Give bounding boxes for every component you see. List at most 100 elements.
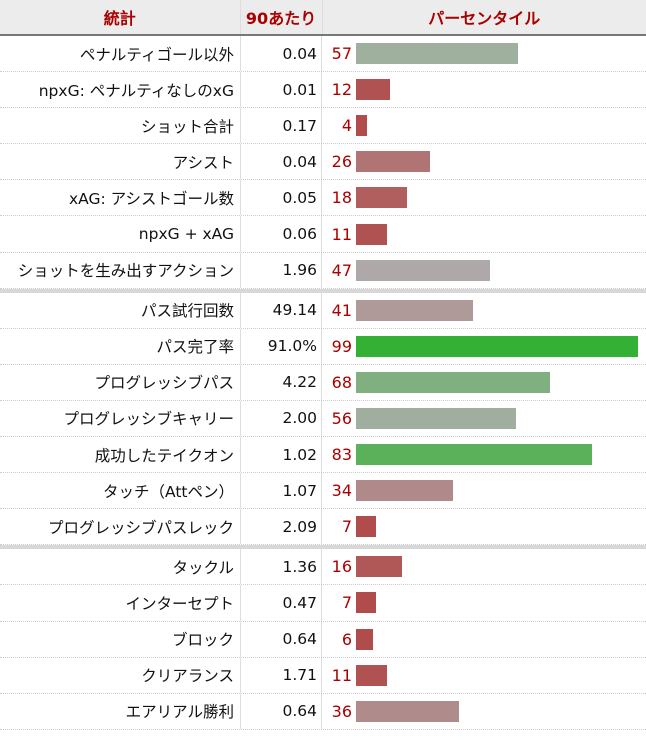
table-row: タックル 1.36 16 (0, 549, 646, 586)
stat-name: ショット合計 (140, 117, 234, 136)
percentile-value: 6 (341, 629, 352, 649)
header-percentile[interactable]: パーセンタイル (321, 0, 646, 34)
percentile-cell: 6 (321, 621, 645, 657)
per90-value: 2.00 (240, 400, 321, 437)
percentile-cell: 12 (321, 72, 645, 108)
percentile-value: 99 (331, 336, 352, 356)
table-row: ショット合計 0.17 4 (0, 108, 646, 145)
percentile-cell: 26 (321, 144, 645, 180)
table-row: プログレッシブパスレック 2.09 7 (0, 509, 646, 546)
percentile-value: 7 (341, 517, 352, 537)
table-row: アシスト 0.04 26 (0, 144, 646, 181)
table-row: パス試行回数 49.14 41 (0, 292, 646, 329)
percentile-cell: 11 (321, 216, 645, 252)
table-row: npxG + xAG 0.06 11 (0, 216, 646, 253)
percentile-cell: 41 (321, 292, 645, 328)
table-row: クリアランス 1.71 11 (0, 657, 646, 694)
percentile-cell: 99 (321, 328, 645, 364)
per90-value: 4.22 (240, 364, 321, 400)
percentile-value: 34 (331, 481, 352, 501)
per90-value: 49.14 (240, 292, 321, 328)
table-row: 成功したテイクオン 1.02 83 (0, 437, 646, 474)
per90-value: 1.71 (240, 657, 321, 693)
percentile-bar (356, 335, 638, 357)
stat-name: パス試行回数 (140, 302, 234, 321)
percentile-cell: 47 (321, 252, 645, 288)
percentile-bar (356, 700, 459, 722)
percentile-value: 7 (341, 593, 352, 613)
per90-value: 0.06 (240, 216, 321, 252)
table-row: タッチ（Attペン） 1.07 34 (0, 473, 646, 510)
percentile-cell: 57 (321, 36, 645, 72)
percentile-bar (356, 79, 391, 101)
per90-value: 0.01 (240, 72, 321, 108)
percentile-value: 68 (331, 372, 352, 392)
percentile-value: 26 (331, 152, 352, 172)
stat-name: ブロック (171, 631, 234, 650)
table-row: xAG: アシストゴール数 0.05 18 (0, 180, 646, 217)
per90-value: 0.04 (240, 36, 321, 72)
per90-value: 1.07 (240, 473, 321, 509)
percentile-cell: 16 (321, 549, 645, 585)
stat-name: 成功したテイクオン (94, 446, 234, 465)
percentile-bar (356, 187, 408, 209)
stat-name: プログレッシブキャリー (63, 410, 234, 429)
percentile-cell: 11 (321, 657, 645, 693)
percentile-bar (356, 115, 368, 137)
percentile-cell: 7 (321, 509, 645, 545)
percentile-cell: 36 (321, 693, 645, 729)
stat-name: npxG + xAG (138, 225, 234, 244)
percentile-bar (356, 299, 473, 321)
per90-value: 2.09 (240, 509, 321, 545)
percentile-value: 16 (331, 557, 352, 577)
table-header: 統計 90あたり パーセンタイル (0, 0, 646, 36)
stat-name: タックル (172, 558, 234, 577)
table-row: プログレッシブキャリー 2.00 56 (0, 400, 646, 438)
percentile-value: 56 (331, 408, 352, 428)
percentile-cell: 34 (321, 473, 645, 509)
table-body: ペナルティゴール以外 0.04 57 npxG: ペナルティなしのxG 0.01 12 ショ… (0, 36, 646, 730)
group-separator (0, 545, 646, 550)
stat-name: クリアランス (141, 667, 234, 686)
stat-name: タッチ（Attペン） (103, 482, 234, 501)
stat-name: アシスト (172, 153, 234, 172)
percentile-value: 57 (331, 44, 352, 64)
percentile-cell: 7 (321, 585, 645, 621)
header-per90[interactable]: 90あたり (239, 0, 322, 34)
percentile-value: 41 (331, 300, 352, 320)
percentile-bar (356, 592, 376, 614)
stat-name: ショットを生み出すアクション (17, 262, 234, 281)
percentile-cell: 56 (321, 400, 645, 437)
percentile-value: 47 (331, 260, 352, 280)
stat-name: プログレッシブパス (94, 374, 234, 393)
percentile-bar (356, 259, 490, 281)
percentile-cell: 68 (321, 364, 645, 400)
percentile-value: 36 (331, 701, 352, 721)
stat-name: ペナルティゴール以外 (79, 45, 234, 64)
percentile-bar (356, 371, 550, 393)
table-row: ペナルティゴール以外 0.04 57 (0, 36, 646, 73)
percentile-value: 4 (341, 116, 352, 136)
per90-value: 0.64 (240, 693, 321, 729)
percentile-value: 18 (331, 188, 352, 208)
table-row: ショットを生み出すアクション 1.96 47 (0, 252, 646, 289)
per90-value: 0.47 (240, 585, 321, 621)
per90-value: 0.05 (240, 180, 321, 216)
per90-value: 91.0% (240, 328, 321, 364)
percentile-value: 12 (331, 80, 352, 100)
percentile-value: 83 (331, 445, 352, 465)
per90-value: 0.64 (240, 621, 321, 657)
stat-name: エアリアル勝利 (125, 703, 234, 722)
per90-value: 0.04 (240, 144, 321, 180)
group-separator (0, 288, 646, 293)
per90-value: 1.36 (240, 549, 321, 585)
table-row: パス完了率 91.0% 99 (0, 328, 646, 365)
stat-name: パス完了率 (156, 338, 234, 357)
stat-name: npxG: ペナルティなしのxG (38, 81, 234, 100)
header-stat[interactable]: 統計 (103, 9, 136, 28)
stat-name: xAG: アシストゴール数 (68, 189, 234, 208)
percentile-value: 11 (331, 224, 352, 244)
per90-value: 1.96 (240, 252, 321, 288)
table-row: npxG: ペナルティなしのxG 0.01 12 (0, 72, 646, 109)
